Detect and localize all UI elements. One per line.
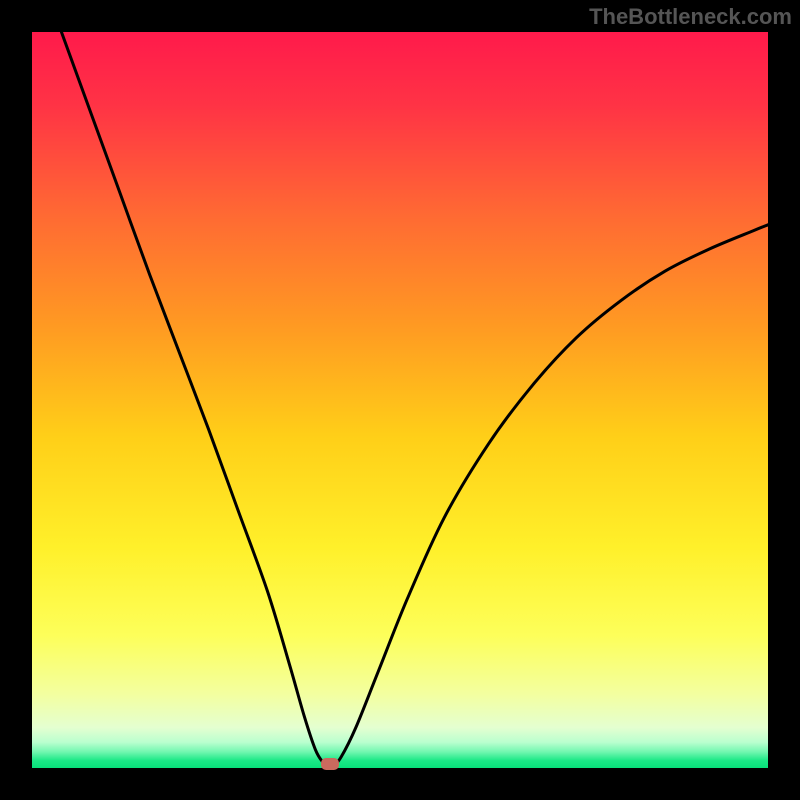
optimal-point-marker <box>321 758 339 770</box>
watermark-text: TheBottleneck.com <box>589 4 792 30</box>
chart-container: TheBottleneck.com <box>0 0 800 800</box>
bottleneck-curve <box>32 32 768 768</box>
plot-area <box>32 32 768 768</box>
